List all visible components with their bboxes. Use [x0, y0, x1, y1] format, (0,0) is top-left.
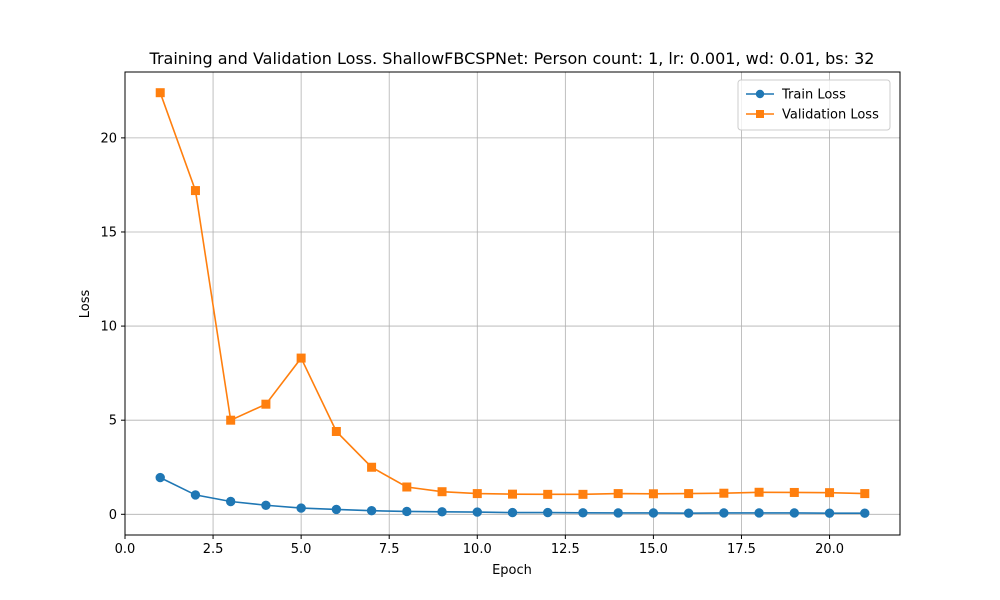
data-point: [754, 508, 764, 518]
x-axis: 0.0 2.5 5.0 7.5 10.0 12.5 15.0 17.5 20.0: [115, 535, 844, 557]
legend-label: Train Loss: [781, 88, 846, 103]
data-point: [860, 489, 870, 499]
y-tick-label: 10: [100, 320, 117, 335]
series-validation-loss: [155, 88, 870, 499]
data-point: [190, 490, 201, 500]
x-tick-label: 7.5: [379, 542, 400, 557]
data-point: [860, 508, 870, 518]
data-point: [155, 472, 165, 483]
data-point: [683, 508, 694, 518]
data-point: [155, 88, 165, 98]
legend: Train Loss Validation Loss: [737, 79, 891, 131]
legend-item: Train Loss: [746, 88, 846, 103]
legend-label: Validation Loss: [782, 108, 879, 123]
x-tick-label: 5.0: [291, 542, 312, 557]
data-point: [472, 507, 482, 517]
x-tick-label: 2.5: [203, 542, 224, 557]
x-axis-label: Epoch: [492, 563, 532, 578]
legend-marker: [756, 110, 764, 118]
data-point: [648, 489, 658, 499]
data-point: [543, 489, 553, 499]
y-axis-label: Loss: [78, 290, 93, 319]
data-point: [578, 489, 588, 499]
y-tick-label: 15: [100, 225, 117, 240]
data-point: [825, 488, 835, 498]
series-train-loss: [155, 472, 870, 518]
x-tick-label: 20.0: [815, 542, 844, 557]
data-point: [754, 487, 764, 497]
x-tick-label: 0.0: [115, 542, 136, 557]
data-point: [331, 426, 341, 436]
data-point: [719, 508, 729, 518]
data-point: [508, 489, 517, 499]
y-tick-label: 0: [109, 508, 117, 523]
data-point: [613, 508, 623, 518]
data-point: [190, 186, 200, 196]
series-layer: [155, 88, 870, 518]
data-point: [366, 506, 377, 516]
y-tick-label: 20: [100, 131, 117, 146]
legend-marker: [755, 89, 765, 99]
data-point: [226, 415, 236, 425]
x-tick-label: 17.5: [727, 542, 756, 557]
data-point: [296, 353, 306, 363]
data-point: [367, 462, 377, 472]
legend-box: [737, 79, 891, 131]
data-point: [472, 489, 482, 499]
y-tick-label: 5: [109, 414, 117, 429]
x-tick-label: 12.5: [551, 542, 580, 557]
data-point: [789, 487, 799, 497]
x-tick-label: 15.0: [639, 542, 668, 557]
data-point: [719, 488, 729, 498]
data-point: [437, 507, 447, 517]
x-tick-label: 10.0: [463, 542, 492, 557]
data-point: [613, 489, 623, 499]
legend-item: Validation Loss: [746, 108, 879, 123]
data-point: [261, 500, 271, 510]
data-point: [261, 399, 271, 409]
data-point: [543, 507, 553, 518]
chart-title: Training and Validation Loss. ShallowFBC…: [149, 49, 875, 68]
plot-frame: [124, 71, 901, 536]
data-point: [648, 508, 659, 518]
data-point: [684, 489, 694, 499]
data-point: [789, 508, 800, 518]
data-point: [225, 496, 236, 507]
data-point: [437, 487, 447, 497]
data-point: [578, 508, 588, 518]
data-point: [824, 508, 835, 518]
data-point: [507, 507, 518, 518]
y-axis: 0 5 10 15 20: [100, 131, 125, 523]
data-point: [296, 503, 306, 513]
data-point: [331, 504, 342, 515]
data-point: [402, 506, 412, 517]
data-point: [402, 482, 412, 492]
